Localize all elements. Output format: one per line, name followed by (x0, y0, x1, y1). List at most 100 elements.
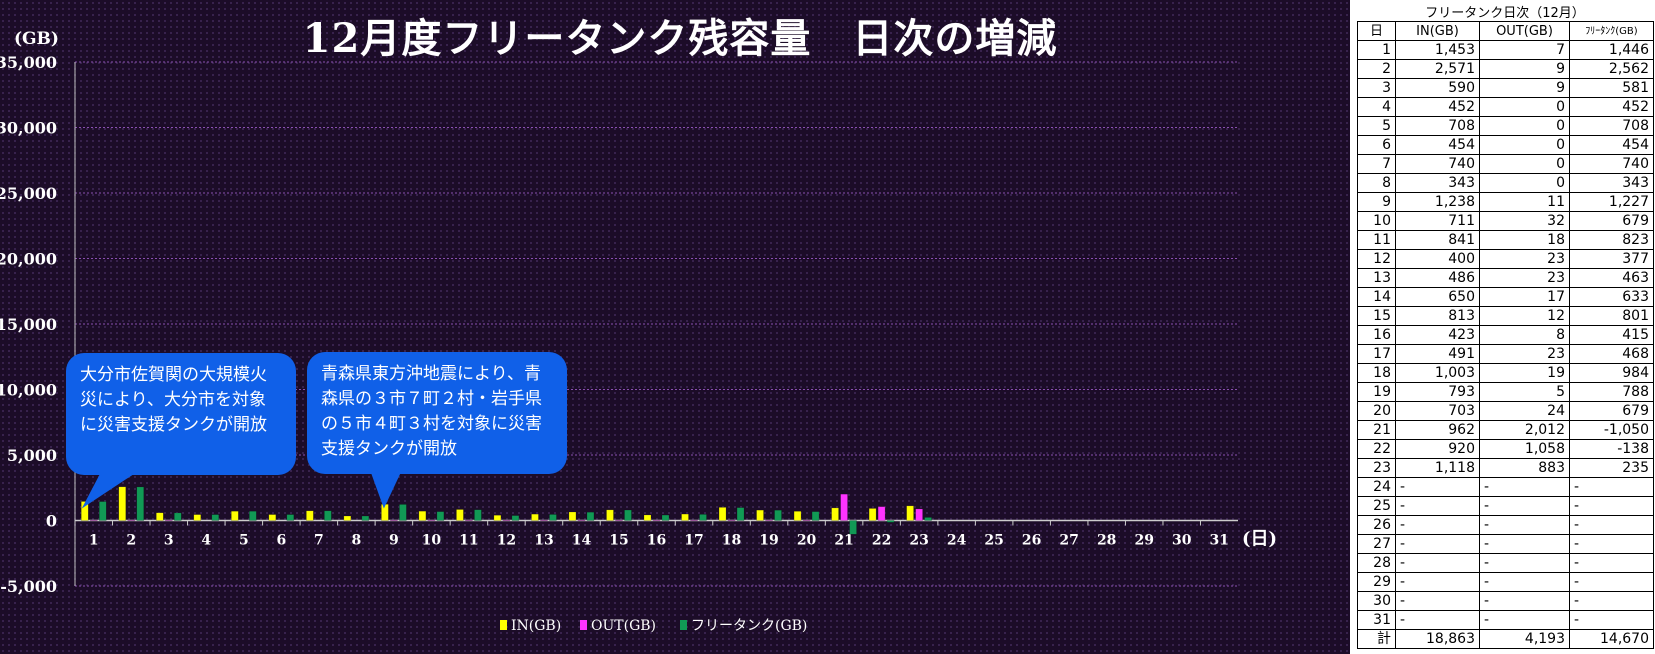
cell-in: - (1395, 496, 1480, 516)
cell-day: 29 (1357, 572, 1396, 592)
cell-day: 27 (1357, 534, 1396, 554)
cell-day: 14 (1357, 287, 1396, 307)
table-row: 24- - - (1357, 477, 1654, 497)
cell-in: 400 (1395, 249, 1480, 269)
table-row: 27- - - (1357, 534, 1654, 554)
cell-free-tank: 740 (1569, 154, 1654, 174)
cell-day: 21 (1357, 420, 1396, 440)
legend-swatch-in (500, 620, 507, 630)
bar-in (118, 486, 127, 521)
cell-in: 962 (1395, 420, 1480, 440)
cell-free-tank: 235 (1569, 458, 1654, 478)
cell-day: 28 (1357, 553, 1396, 573)
bar-out (390, 520, 398, 522)
cell-out: 24 (1479, 401, 1570, 421)
x-tick-label: 22 (872, 533, 891, 549)
cell-in: - (1395, 515, 1480, 535)
bar-out (427, 519, 436, 521)
bar-free-tank (886, 520, 895, 523)
bar-out (915, 508, 923, 521)
cell-free-tank: 2,562 (1569, 59, 1654, 79)
table-row: 28- - - (1357, 553, 1654, 573)
y-tick-label: 0 (46, 512, 57, 531)
cell-free-tank: 679 (1569, 211, 1654, 231)
y-tick-label: 35,000 (0, 53, 57, 72)
cell-in: 1,118 (1395, 458, 1480, 478)
cell-free-tank: 377 (1569, 249, 1654, 269)
cell-free-tank: 343 (1569, 173, 1654, 193)
x-tick-label: 9 (389, 533, 399, 549)
table-row: 9 1,238 11 1,227 (1357, 192, 1654, 212)
bar-in (756, 509, 764, 521)
x-tick-label: 27 (1059, 533, 1078, 549)
table-row: 23 1,118 883 235 (1357, 458, 1654, 478)
bar-out (90, 520, 98, 522)
bar-free-tank (811, 511, 820, 521)
table-row: 13 486 23 463 (1357, 268, 1654, 288)
cell-day: 20 (1357, 401, 1396, 421)
cell-day: 31 (1357, 610, 1396, 630)
table-row: 2 2,571 9 2,562 (1357, 59, 1654, 79)
cell-free-tank: - (1569, 534, 1654, 554)
table-row: 19 793 5 788 (1357, 382, 1654, 402)
bar-free-tank (774, 509, 782, 521)
x-tick-label: 30 (1172, 533, 1192, 549)
cell-free-tank: - (1569, 572, 1654, 592)
bar-out (727, 520, 736, 522)
bar-out (540, 519, 548, 521)
x-tick-label: 6 (276, 533, 286, 549)
cell-in: - (1395, 534, 1480, 554)
x-tick-label: 19 (759, 533, 778, 549)
cell-free-tank: - (1569, 515, 1654, 535)
x-tick-label: 2 (126, 533, 136, 549)
bar-out (165, 520, 173, 522)
table-header-row: 日 IN(GB) OUT(GB) ﾌﾘｰﾀﾝｸ(GB) (1357, 21, 1654, 41)
bar-free-tank (549, 514, 557, 521)
chart-panel: -5,000 0 5,000 10,000 15,000 20,000 25,000 30,0… (0, 0, 1350, 654)
table-total-row: 計 18,863 4,193 14,670 (1357, 629, 1654, 649)
cell-day: 13 (1357, 268, 1396, 288)
header-in: IN(GB) (1395, 21, 1480, 41)
cell-free-tank: - (1569, 477, 1654, 497)
x-tick-label: 31 (1209, 533, 1228, 549)
cell-out: 19 (1479, 363, 1570, 383)
table-row: 1 1,453 7 1,446 (1357, 40, 1654, 60)
cell-day: 10 (1357, 211, 1396, 231)
cell-day: 2 (1357, 59, 1396, 79)
bar-free-tank (136, 486, 145, 521)
cell-day: 8 (1357, 173, 1396, 193)
cell-out: 23 (1479, 344, 1570, 364)
cell-out: 2,012 (1479, 420, 1570, 440)
cell-day: 25 (1357, 496, 1396, 516)
bar-in (868, 508, 877, 521)
x-tick-label: 13 (534, 533, 553, 549)
cell-in: - (1395, 591, 1480, 611)
cell-out: 9 (1479, 78, 1570, 98)
cell-out: 0 (1479, 173, 1570, 193)
cell-out: 17 (1479, 287, 1570, 307)
bar-in (493, 515, 502, 521)
cell-free-tank: 1,227 (1569, 192, 1654, 212)
bar-out (127, 520, 136, 522)
bar-in (231, 510, 239, 521)
bar-free-tank (174, 512, 182, 521)
cell-in: 650 (1395, 287, 1480, 307)
header-free-tank: ﾌﾘｰﾀﾝｸ(GB) (1569, 21, 1654, 41)
cell-free-tank: -1,050 (1569, 420, 1654, 440)
cell-day: 12 (1357, 249, 1396, 269)
cell-in: 708 (1395, 116, 1480, 136)
cell-out: 9 (1479, 59, 1570, 79)
cell-in: 813 (1395, 306, 1480, 326)
bar-out (802, 519, 811, 521)
cell-free-tank: 415 (1569, 325, 1654, 345)
cell-in: 423 (1395, 325, 1480, 345)
cell-free-tank: 823 (1569, 230, 1654, 250)
x-tick-label: 8 (351, 533, 361, 549)
table-row: 20 703 24 679 (1357, 401, 1654, 421)
y-tick-label: 20,000 (0, 250, 57, 269)
cell-out: 0 (1479, 97, 1570, 117)
bar-in (793, 511, 802, 521)
cell-free-tank: 468 (1569, 344, 1654, 364)
table-row: 14 650 17 633 (1357, 287, 1654, 307)
table-row: 17 491 23 468 (1357, 344, 1654, 364)
